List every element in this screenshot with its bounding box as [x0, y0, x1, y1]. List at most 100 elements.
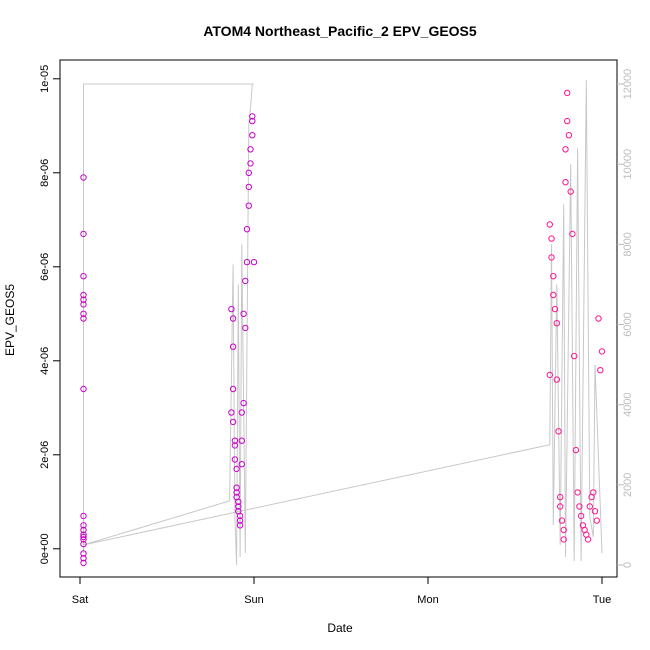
data-point [574, 489, 581, 496]
y-tick-label: 2e-06 [39, 441, 51, 469]
data-point [80, 310, 87, 317]
y2-tick-label: 10000 [622, 149, 634, 180]
x-tick-label: Mon [417, 594, 438, 606]
data-point [546, 221, 553, 228]
data-point [557, 503, 564, 510]
data-point [231, 442, 239, 449]
epv-points [80, 89, 606, 567]
data-point [236, 517, 244, 524]
data-point [80, 291, 87, 299]
data-point [569, 230, 576, 238]
data-point [560, 526, 567, 534]
data-point [595, 315, 602, 322]
data-point [597, 367, 604, 374]
data-point [238, 461, 246, 468]
data-point [80, 536, 87, 543]
data-point [245, 183, 253, 191]
data-point [247, 146, 254, 153]
data-point [80, 559, 87, 567]
y-tick-label: 4e-06 [39, 347, 51, 375]
data-point [548, 254, 555, 261]
data-point [571, 352, 578, 360]
data-point [80, 230, 87, 238]
data-point [80, 301, 87, 308]
data-point [233, 489, 240, 496]
data-point [572, 446, 580, 454]
data-point [235, 498, 242, 505]
data-point [550, 273, 557, 280]
data-point [584, 536, 592, 543]
x-tick-label: Tue [593, 594, 612, 606]
y-axis-right: 0 2000 4000 6000 8000 10000 12000 [617, 69, 634, 568]
data-point [229, 343, 237, 350]
y-tick-label: 6e-06 [39, 253, 51, 281]
data-point [80, 526, 87, 534]
data-point [250, 258, 258, 266]
data-point [598, 348, 606, 355]
data-point [553, 320, 560, 327]
y2-tick-label: 2000 [622, 473, 634, 497]
data-point [236, 512, 244, 520]
y2-tick-label: 12000 [622, 69, 634, 100]
y2-tick-label: 0 [622, 562, 634, 568]
data-point [80, 385, 87, 393]
y2-tick-label: 6000 [622, 312, 634, 336]
data-point [231, 456, 239, 463]
data-point [551, 305, 559, 313]
data-point [558, 517, 566, 524]
data-point [240, 310, 247, 317]
data-point [560, 536, 567, 543]
data-point [240, 399, 247, 407]
data-point [80, 531, 87, 538]
data-point [238, 409, 246, 416]
data-point [567, 188, 574, 195]
data-point [80, 296, 87, 303]
data-point [249, 132, 256, 139]
data-point [577, 512, 585, 520]
data-point [245, 202, 253, 209]
data-point [243, 258, 251, 266]
data-point [80, 522, 87, 529]
data-point [249, 117, 256, 125]
y-axis-left: 0e+00 2e-06 4e-06 6e-06 8e-06 1e-05 [39, 65, 60, 564]
data-point [591, 508, 599, 515]
data-point [245, 169, 253, 177]
data-point [593, 517, 600, 524]
data-point [80, 550, 87, 557]
x-axis: Sat Sun Mon Tue [72, 576, 612, 606]
data-point [576, 503, 583, 510]
data-point [564, 117, 571, 125]
y2-tick-label: 4000 [622, 392, 634, 416]
data-point [590, 489, 597, 496]
data-point [233, 465, 240, 473]
data-point [80, 315, 87, 322]
data-point [231, 437, 239, 444]
x-axis-label: Date [327, 621, 353, 635]
data-point [80, 512, 87, 520]
plot-frame [59, 59, 618, 578]
data-point [564, 89, 571, 97]
data-point [228, 305, 235, 313]
data-point [557, 493, 564, 501]
data-point [243, 226, 251, 233]
data-point [80, 540, 87, 548]
data-point [562, 179, 569, 186]
data-point [229, 385, 237, 393]
data-point [586, 503, 593, 510]
altitude-line [83, 79, 603, 566]
x-tick-label: Sat [72, 594, 89, 606]
chart-title: ATOM4 Northeast_Pacific_2 EPV_GEOS5 [203, 23, 477, 39]
altitude-series-line [83, 79, 603, 566]
data-point [249, 113, 256, 120]
data-point [229, 418, 237, 426]
data-point [562, 146, 569, 153]
data-point [229, 315, 237, 322]
data-point [80, 533, 87, 541]
x-tick-label: Sun [244, 594, 264, 606]
data-point [80, 555, 87, 562]
data-point [80, 174, 87, 181]
data-point [247, 160, 254, 167]
data-point [242, 277, 249, 285]
data-point [233, 484, 240, 491]
